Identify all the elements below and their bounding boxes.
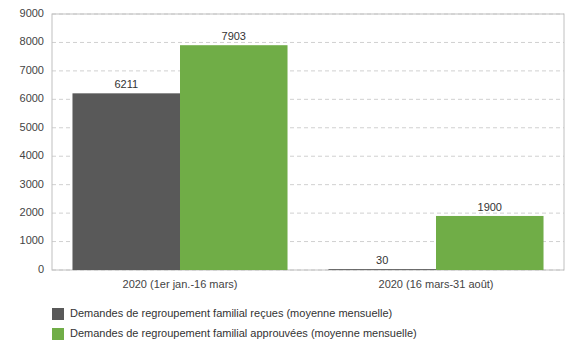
y-tick-label: 2000 bbox=[20, 206, 44, 218]
y-tick-label: 0 bbox=[38, 263, 44, 275]
legend-swatch bbox=[52, 308, 64, 320]
x-tick-label: 2020 (1er jan.-16 mars) bbox=[123, 278, 238, 290]
y-tick-label: 7000 bbox=[20, 64, 44, 76]
data-label: 30 bbox=[376, 254, 388, 266]
grid-line bbox=[52, 70, 564, 71]
data-label: 7903 bbox=[222, 30, 246, 42]
grid-line bbox=[52, 42, 564, 43]
bar bbox=[180, 45, 288, 270]
y-tick-label: 9000 bbox=[20, 7, 44, 19]
data-labels: 6211 7903 30 1900 bbox=[114, 30, 502, 266]
legend-swatch bbox=[52, 328, 64, 340]
data-label: 6211 bbox=[114, 78, 138, 90]
y-tick-label: 8000 bbox=[20, 35, 44, 47]
grid bbox=[52, 14, 564, 270]
y-tick-label: 6000 bbox=[20, 92, 44, 104]
y-tick-label: 5000 bbox=[20, 121, 44, 133]
bars bbox=[72, 45, 543, 270]
legend-label: Demandes de regroupement familial reçues… bbox=[70, 307, 392, 319]
plot-frame bbox=[52, 14, 564, 270]
y-tick-label: 3000 bbox=[20, 178, 44, 190]
legend: Demandes de regroupement familial reçues… bbox=[52, 307, 417, 340]
y-tick-label: 4000 bbox=[20, 149, 44, 161]
bar bbox=[328, 269, 436, 270]
data-label: 1900 bbox=[478, 201, 502, 213]
legend-label: Demandes de regroupement familial approu… bbox=[70, 327, 417, 339]
bar bbox=[72, 93, 180, 270]
y-tick-label: 1000 bbox=[20, 234, 44, 246]
x-tick-label: 2020 (16 mars-31 août) bbox=[379, 278, 494, 290]
chart-container: 0 1000 2000 3000 4000 5000 6000 7000 8000 9000 621… bbox=[0, 0, 576, 344]
chart-svg: 0 1000 2000 3000 4000 5000 6000 7000 8000 9000 621… bbox=[0, 0, 576, 344]
bar bbox=[436, 216, 544, 270]
